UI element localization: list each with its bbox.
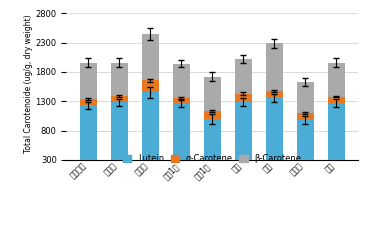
Bar	[204, 77, 221, 111]
Bar	[235, 59, 252, 94]
Bar	[328, 103, 345, 160]
Bar	[328, 96, 345, 103]
Bar	[297, 113, 314, 120]
Y-axis label: Total Carotenoide (ug/g, dry weight): Total Carotenoide (ug/g, dry weight)	[24, 14, 33, 153]
Bar	[204, 119, 221, 160]
Bar	[111, 62, 128, 96]
Bar	[80, 99, 97, 105]
Bar	[204, 111, 221, 119]
Legend: Lutein, α-Carotene, β-Carotene: Lutein, α-Carotene, β-Carotene	[123, 154, 301, 163]
Bar	[80, 105, 97, 160]
Bar	[111, 102, 128, 160]
Bar	[266, 44, 283, 91]
Bar	[328, 62, 345, 96]
Bar	[297, 120, 314, 160]
Bar	[111, 96, 128, 102]
Bar	[297, 82, 314, 113]
Bar	[266, 91, 283, 98]
Bar	[266, 98, 283, 160]
Bar	[142, 80, 159, 92]
Bar	[173, 98, 190, 104]
Bar	[80, 62, 97, 99]
Bar	[142, 92, 159, 160]
Bar	[173, 64, 190, 98]
Bar	[142, 34, 159, 80]
Bar	[235, 94, 252, 102]
Bar	[173, 104, 190, 160]
Bar	[235, 102, 252, 160]
